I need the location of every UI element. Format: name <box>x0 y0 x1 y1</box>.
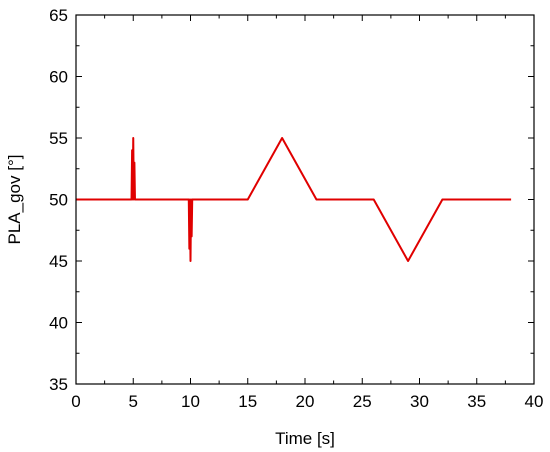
x-axis-title: Time [s] <box>275 429 335 448</box>
y-tick-label: 65 <box>49 6 68 25</box>
x-tick-label: 10 <box>181 392 200 411</box>
y-tick-label: 50 <box>49 191 68 210</box>
x-tick-label: 25 <box>353 392 372 411</box>
x-tick-label: 40 <box>525 392 544 411</box>
x-tick-label: 30 <box>410 392 429 411</box>
y-tick-label: 40 <box>49 314 68 333</box>
x-tick-label: 35 <box>467 392 486 411</box>
x-tick-label: 20 <box>296 392 315 411</box>
plot-frame <box>75 14 535 385</box>
x-tick-label: 15 <box>238 392 257 411</box>
series-line <box>76 137 512 262</box>
tick-labels-layer: 0 5 10 15 20 25 30 35 40 35 40 45 50 55 60 65 <box>49 6 543 411</box>
y-tick-label: 35 <box>49 375 68 394</box>
y-tick-label: 55 <box>49 129 68 148</box>
x-tick-label: 0 <box>71 392 80 411</box>
series-layer <box>76 137 512 262</box>
y-tick-label: 60 <box>49 68 68 87</box>
x-tick-label: 5 <box>129 392 138 411</box>
y-tick-label: 45 <box>49 252 68 271</box>
y-axis-title: PLA_gov [°] <box>5 155 24 245</box>
